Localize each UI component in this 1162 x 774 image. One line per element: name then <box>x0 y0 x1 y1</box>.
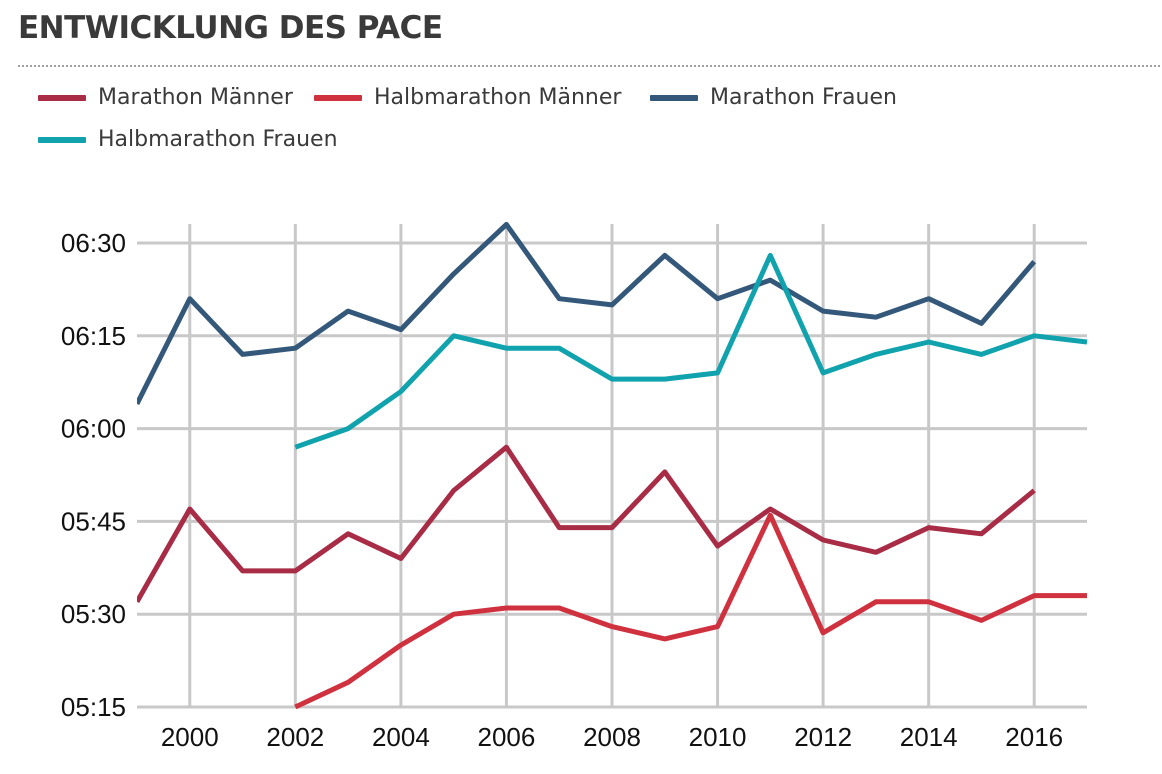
x-tick-label: 2012 <box>794 722 852 752</box>
legend-label-halbmarathon-frauen: Halbmarathon Frauen <box>98 127 338 152</box>
legend-label-halbmarathon-maenner: Halbmarathon Männer <box>374 85 622 110</box>
y-tick-label: 05:30 <box>61 599 126 629</box>
legend-swatch-halbmarathon-maenner <box>314 94 362 101</box>
y-tick-label: 05:15 <box>61 692 126 722</box>
series-line-halbmarathon-frauen[interactable] <box>294 252 1088 450</box>
legend-swatch-marathon-frauen <box>650 94 698 101</box>
legend-label-marathon-frauen: Marathon Frauen <box>710 85 897 110</box>
series-line-marathon-frauen[interactable] <box>137 221 1037 406</box>
x-tick-label: 2006 <box>478 722 536 752</box>
legend-item-halbmarathon-frauen[interactable]: Halbmarathon Frauen <box>38 127 338 152</box>
x-tick-label: 2014 <box>900 722 958 752</box>
x-tick-label: 2010 <box>689 722 747 752</box>
legend-swatch-marathon-maenner <box>38 94 86 101</box>
legend-item-marathon-maenner[interactable]: Marathon Männer <box>38 85 293 110</box>
legend-item-halbmarathon-maenner[interactable]: Halbmarathon Männer <box>314 85 621 110</box>
x-tick-label: 2004 <box>372 722 430 752</box>
title-divider <box>18 65 1160 67</box>
y-tick-label: 06:15 <box>61 321 126 351</box>
y-tick-label: 06:00 <box>61 414 126 444</box>
x-tick-label: 2016 <box>1005 722 1063 752</box>
y-tick-label: 05:45 <box>61 506 126 536</box>
legend-swatch-halbmarathon-frauen <box>38 136 86 143</box>
x-tick-label: 2008 <box>583 722 641 752</box>
legend-label-marathon-maenner: Marathon Männer <box>98 85 293 110</box>
chart-title: ENTWICKLUNG DES PACE <box>18 10 443 46</box>
legend-item-marathon-frauen[interactable]: Marathon Frauen <box>650 85 897 110</box>
series-line-halbmarathon-männer[interactable] <box>294 512 1087 709</box>
series-line-marathon-männer[interactable] <box>137 444 1036 604</box>
y-tick-label: 06:30 <box>61 228 126 258</box>
x-tick-label: 2002 <box>266 722 324 752</box>
x-tick-label: 2000 <box>161 722 219 752</box>
